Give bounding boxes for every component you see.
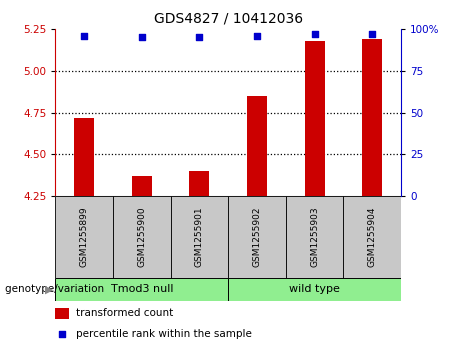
Bar — [305, 41, 325, 196]
Bar — [55, 308, 69, 319]
Bar — [55, 196, 113, 278]
Text: GSM1255901: GSM1255901 — [195, 207, 204, 267]
Text: GSM1255899: GSM1255899 — [80, 207, 89, 267]
Bar — [55, 278, 228, 301]
Bar — [189, 171, 209, 196]
Point — [369, 31, 376, 37]
Point — [195, 34, 203, 40]
Point — [59, 331, 66, 337]
Bar — [228, 196, 286, 278]
Text: ▶: ▶ — [45, 285, 53, 294]
Point — [311, 31, 318, 37]
Text: transformed count: transformed count — [76, 309, 173, 318]
Bar — [247, 96, 267, 196]
Bar — [113, 196, 171, 278]
Text: Tmod3 null: Tmod3 null — [111, 285, 173, 294]
Bar — [74, 118, 94, 196]
Title: GDS4827 / 10412036: GDS4827 / 10412036 — [154, 11, 303, 25]
Point — [80, 33, 88, 38]
Bar — [362, 39, 382, 196]
Text: percentile rank within the sample: percentile rank within the sample — [76, 329, 252, 339]
Bar — [171, 196, 228, 278]
Text: GSM1255904: GSM1255904 — [368, 207, 377, 267]
Text: wild type: wild type — [289, 285, 340, 294]
Text: GSM1255903: GSM1255903 — [310, 207, 319, 267]
Bar — [343, 196, 401, 278]
Point — [138, 34, 146, 40]
Point — [254, 33, 261, 38]
Text: genotype/variation: genotype/variation — [5, 285, 107, 294]
Bar — [228, 278, 401, 301]
Bar — [286, 196, 343, 278]
Text: GSM1255900: GSM1255900 — [137, 207, 146, 267]
Bar — [132, 176, 152, 196]
Text: GSM1255902: GSM1255902 — [253, 207, 261, 267]
